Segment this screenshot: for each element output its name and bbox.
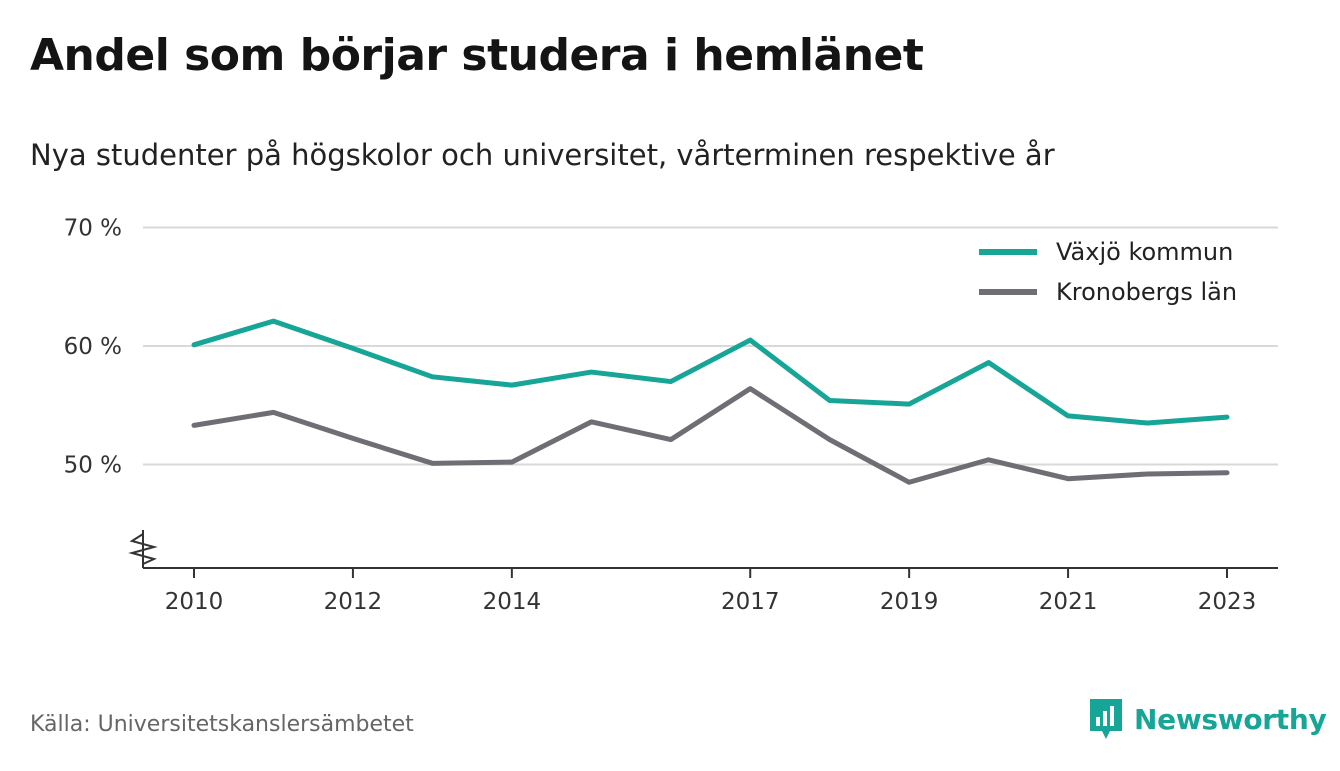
brand-logo: Newsworthy [1088, 697, 1327, 741]
series-line-2 [191, 386, 1230, 485]
legend: Växjö kommun Kronobergs län [979, 238, 1237, 306]
data-point-2-2017 [747, 386, 753, 392]
x-tick-label-2017: 2017 [721, 589, 780, 615]
data-point-2-2019 [906, 479, 912, 485]
data-point-2-2012 [350, 435, 356, 441]
grid-lines [143, 226, 1278, 466]
data-point-2-2022 [1145, 471, 1151, 477]
axis-break-mark [128, 533, 158, 565]
x-tick-label-2023: 2023 [1198, 589, 1257, 615]
x-tick-label-2012: 2012 [324, 589, 383, 615]
data-point-1-2012 [350, 345, 356, 351]
data-point-1-2022 [1145, 420, 1151, 426]
data-point-1-2014 [509, 382, 515, 388]
data-point-2-2011 [270, 409, 276, 415]
data-point-1-2023 [1224, 414, 1230, 420]
source-note: Källa: Universitetskanslersämbetet [30, 712, 414, 737]
y-tick-label-50: 50 % [64, 453, 122, 479]
data-point-1-2011 [270, 318, 276, 324]
data-point-1-2021 [1065, 413, 1071, 419]
data-point-2-2023 [1224, 470, 1230, 476]
y-tick-label-70: 70 % [64, 216, 122, 242]
x-tick-label-2019: 2019 [880, 589, 939, 615]
data-point-2-2015 [588, 419, 594, 425]
data-point-2-2018 [827, 437, 833, 443]
data-point-1-2020 [986, 360, 992, 366]
data-point-2-2016 [668, 437, 674, 443]
data-point-1-2015 [588, 369, 594, 375]
data-point-2-2020 [986, 457, 992, 463]
data-point-1-2017 [747, 337, 753, 343]
data-point-1-2018 [827, 398, 833, 404]
data-point-2-2010 [191, 422, 197, 428]
data-point-1-2016 [668, 379, 674, 385]
data-point-2-2021 [1065, 476, 1071, 482]
data-point-1-2019 [906, 401, 912, 407]
brand-name: Newsworthy [1134, 702, 1327, 736]
axes: 50 % 60 % 70 % 2010 2012 2014 2017 2019 2021 2023 [64, 216, 1278, 615]
data-point-1-2013 [429, 374, 435, 380]
series-line-1 [191, 318, 1230, 426]
data-point-1-2010 [191, 342, 197, 348]
legend-label-1: Växjö kommun [1056, 238, 1233, 266]
x-tick-label-2010: 2010 [165, 589, 224, 615]
legend-label-2: Kronobergs län [1056, 278, 1237, 306]
x-tick-label-2014: 2014 [483, 589, 542, 615]
chart-title: Andel som börjar studera i hemlänet [30, 30, 924, 81]
chart-subtitle: Nya studenter på högskolor och universit… [30, 138, 1055, 172]
y-tick-label-60: 60 % [64, 334, 122, 360]
series-lines [191, 318, 1230, 485]
data-point-2-2014 [509, 459, 515, 465]
data-point-2-2013 [429, 460, 435, 466]
bar-chart-bubble-icon [1090, 699, 1122, 739]
x-tick-label-2021: 2021 [1039, 589, 1098, 615]
